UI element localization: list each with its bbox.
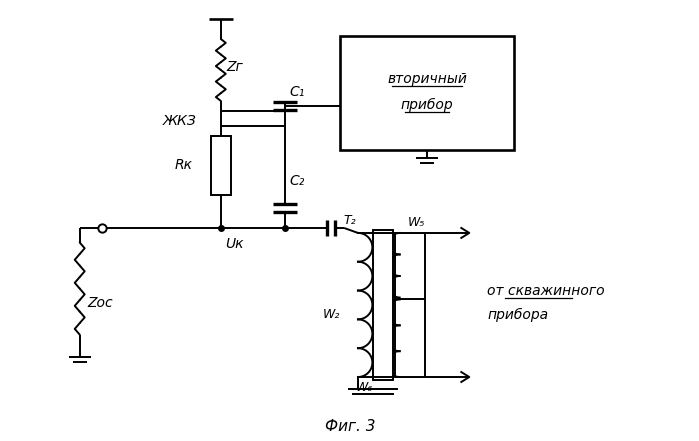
Text: Rк: Rк bbox=[175, 158, 193, 172]
Bar bbox=[211, 135, 231, 195]
Text: Uк: Uк bbox=[225, 237, 243, 251]
Text: W₅: W₅ bbox=[408, 216, 425, 229]
Bar bbox=[373, 230, 393, 380]
Text: C₁: C₁ bbox=[289, 85, 305, 99]
Text: ЖКЗ: ЖКЗ bbox=[163, 114, 197, 127]
Text: Фиг. 3: Фиг. 3 bbox=[325, 419, 375, 434]
Text: W₂: W₂ bbox=[323, 308, 340, 321]
Text: от скважинного: от скважинного bbox=[487, 284, 605, 298]
Text: C₂: C₂ bbox=[289, 174, 305, 188]
Text: прибора: прибора bbox=[487, 308, 548, 322]
Text: T₂: T₂ bbox=[343, 214, 356, 227]
Text: вторичный: вторичный bbox=[387, 72, 467, 86]
Text: Zг: Zг bbox=[226, 60, 243, 74]
Text: W₆: W₆ bbox=[356, 381, 373, 394]
Bar bbox=[340, 36, 514, 150]
Text: Zос: Zос bbox=[87, 296, 113, 310]
Text: прибор: прибор bbox=[401, 98, 454, 112]
